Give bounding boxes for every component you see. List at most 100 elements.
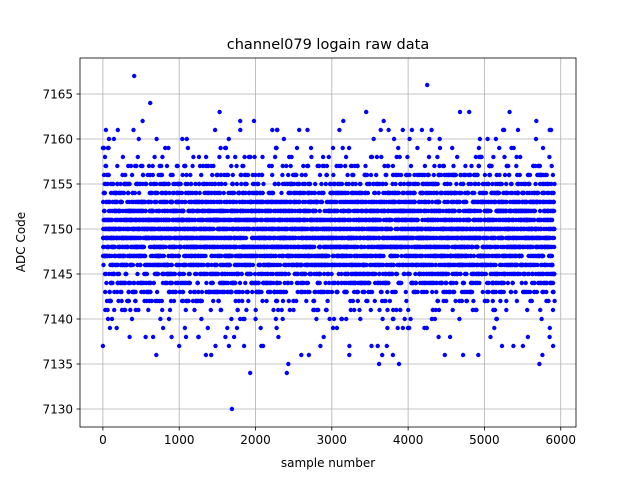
data-point [101, 262, 106, 268]
data-point [432, 316, 438, 322]
data-point [348, 217, 353, 223]
data-point [398, 181, 403, 187]
data-point [407, 136, 412, 142]
data-point [256, 181, 261, 187]
data-point [148, 280, 153, 286]
data-point [103, 271, 109, 277]
data-point [339, 271, 344, 277]
data-point [183, 163, 188, 169]
data-point [119, 289, 124, 295]
data-point [199, 316, 204, 322]
data-point [311, 298, 317, 304]
data-point [253, 316, 258, 322]
data-point [362, 289, 367, 295]
data-point [250, 262, 256, 268]
data-point [194, 190, 199, 196]
data-point [128, 163, 134, 169]
data-point [439, 280, 445, 286]
data-point [185, 181, 190, 187]
data-point [327, 316, 332, 322]
data-point [388, 226, 394, 232]
data-point [141, 244, 147, 250]
data-point [102, 190, 108, 196]
data-point [381, 253, 386, 259]
data-point [241, 343, 247, 349]
data-point [119, 199, 125, 205]
data-point [398, 307, 403, 313]
data-point [309, 154, 314, 160]
data-point [194, 271, 199, 277]
data-point [256, 280, 261, 286]
data-point [286, 298, 291, 304]
data-point [234, 163, 239, 169]
data-point [231, 190, 237, 196]
data-point [307, 181, 313, 187]
data-point [451, 280, 456, 286]
data-point [242, 154, 247, 160]
data-point [123, 172, 128, 178]
data-point [197, 181, 202, 187]
data-point [121, 190, 127, 196]
data-point [129, 316, 135, 322]
data-point [432, 163, 437, 169]
data-point [149, 199, 154, 205]
data-point [115, 289, 120, 295]
data-point [160, 307, 165, 313]
data-point [480, 289, 485, 295]
data-point [479, 217, 484, 223]
data-point [380, 352, 385, 358]
data-point [102, 208, 107, 214]
data-point [218, 145, 223, 151]
data-point [339, 181, 345, 187]
data-point [444, 280, 449, 286]
data-point [238, 127, 243, 133]
data-point [459, 298, 465, 304]
data-point [273, 253, 278, 259]
data-point [101, 145, 107, 151]
data-point [468, 172, 473, 178]
data-point [241, 163, 246, 169]
data-point [454, 280, 459, 286]
data-point [126, 298, 132, 304]
data-point [178, 244, 184, 250]
data-point [102, 154, 108, 160]
data-point [230, 172, 235, 178]
data-point [451, 163, 456, 169]
data-point [324, 163, 330, 169]
data-point [237, 190, 242, 196]
data-point [434, 289, 439, 295]
data-point [326, 154, 331, 160]
data-point [280, 172, 285, 178]
data-point [152, 154, 157, 160]
data-point [365, 298, 370, 304]
data-point [225, 154, 230, 160]
data-point [368, 307, 373, 313]
data-point [133, 289, 138, 295]
data-point [448, 181, 453, 187]
data-point [182, 325, 188, 331]
data-point [219, 199, 224, 205]
data-point [211, 298, 216, 304]
data-point [469, 289, 475, 295]
data-point [394, 271, 400, 277]
data-point [468, 181, 474, 187]
data-point [223, 334, 228, 340]
data-point [205, 325, 210, 331]
data-point [469, 163, 474, 169]
data-point [203, 154, 209, 160]
data-point [244, 181, 249, 187]
data-point [386, 280, 391, 286]
data-point [124, 271, 129, 277]
data-point [437, 145, 443, 151]
data-point [335, 208, 340, 214]
data-point [140, 163, 145, 169]
data-point [384, 172, 389, 178]
data-point [236, 298, 242, 304]
data-point [347, 352, 352, 358]
data-point [318, 271, 323, 277]
data-point [161, 253, 167, 259]
data-point [457, 316, 462, 322]
data-point [302, 190, 307, 196]
data-point [192, 307, 197, 313]
data-point [199, 298, 205, 304]
